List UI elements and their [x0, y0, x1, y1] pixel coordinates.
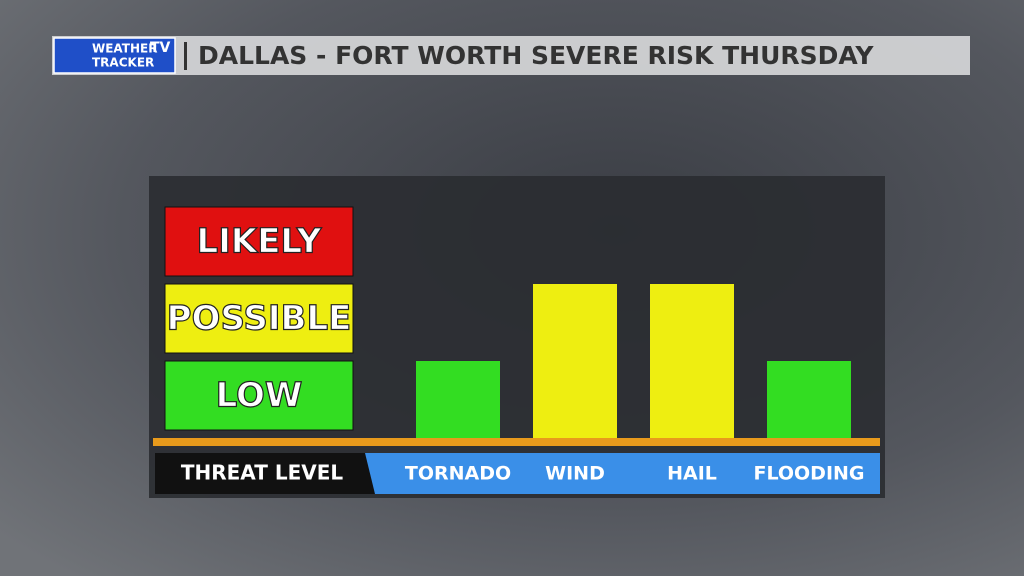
chart-title: DALLAS - FORT WORTH SEVERE RISK THURSDAY	[198, 41, 874, 70]
divider	[184, 42, 187, 70]
y-tick-box	[164, 283, 354, 354]
baseline	[153, 438, 880, 446]
bar	[416, 361, 500, 438]
logo-text: WEATHER	[92, 42, 157, 56]
category-band	[365, 453, 880, 494]
logo-text: TRACKER	[92, 56, 154, 70]
x-tick-label: FLOODING	[753, 463, 864, 485]
y-tick-box	[164, 206, 354, 277]
bar	[767, 361, 851, 438]
bar	[533, 284, 617, 438]
y-tick-label: POSSIBLE	[167, 299, 352, 339]
y-tick-box	[164, 360, 354, 431]
logo	[53, 37, 176, 74]
label-band	[155, 453, 375, 494]
x-tick-label: TORNADO	[405, 463, 511, 485]
y-axis-label: THREAT LEVEL	[181, 461, 344, 485]
y-tick-label: LOW	[216, 376, 303, 416]
x-tick-label: WIND	[545, 463, 605, 485]
header-bar	[52, 36, 970, 75]
bar	[650, 284, 734, 438]
logo-badge: TV	[150, 40, 171, 56]
y-tick-label: LIKELY	[197, 222, 322, 262]
x-tick-label: HAIL	[667, 463, 717, 485]
